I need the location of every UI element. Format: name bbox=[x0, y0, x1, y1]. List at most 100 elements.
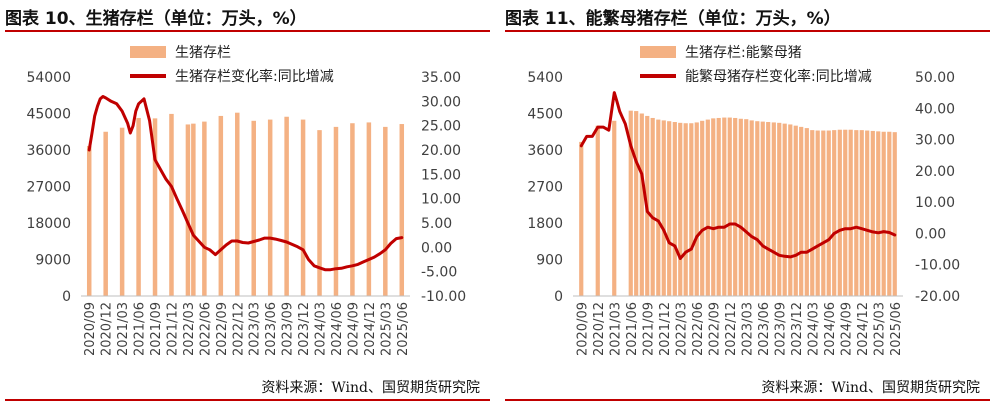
bar bbox=[366, 122, 372, 296]
x-axis-tick-label: 2022/09 bbox=[707, 302, 722, 356]
bar bbox=[317, 130, 322, 296]
legend-label-bar: 生猪存栏 bbox=[175, 45, 231, 61]
chart-title: 图表 11、能繁母猪存栏（单位：万头，%） bbox=[505, 9, 841, 29]
right-axis-tick-label: -20.00 bbox=[915, 289, 960, 305]
bar bbox=[612, 120, 617, 296]
bar bbox=[821, 130, 826, 296]
x-axis-tick-label: 2025/06 bbox=[889, 302, 904, 356]
bar bbox=[300, 119, 306, 296]
bottom-rule bbox=[505, 399, 990, 401]
bar bbox=[656, 119, 661, 296]
bar bbox=[826, 130, 831, 296]
yoy-line bbox=[579, 91, 897, 260]
left-axis-tick-label: 900 bbox=[536, 253, 563, 269]
right-axis-tick-label: 50.00 bbox=[915, 70, 955, 86]
right-axis-tick-label: 15.00 bbox=[421, 167, 461, 183]
bar bbox=[865, 130, 870, 296]
left-axis-tick-label: 1800 bbox=[527, 216, 563, 232]
bar bbox=[689, 123, 694, 296]
bar bbox=[661, 120, 666, 297]
x-axis-tick-label: 2023/03 bbox=[740, 302, 755, 356]
bar bbox=[103, 131, 108, 296]
bar bbox=[832, 130, 837, 296]
x-axis-tick-label: 2023/03 bbox=[248, 302, 263, 356]
bar bbox=[854, 130, 859, 296]
bar bbox=[870, 130, 875, 296]
left-axis-tick-label: 27000 bbox=[26, 180, 71, 196]
source-note: 资料来源：Wind、国贸期货研究院 bbox=[261, 380, 480, 396]
x-axis-tick-label: 2021/12 bbox=[165, 302, 180, 356]
bar bbox=[191, 123, 196, 296]
left-axis-tick-label: 45000 bbox=[26, 107, 71, 123]
x-axis-tick-label: 2024/03 bbox=[314, 302, 329, 356]
left-axis-tick-label: 9000 bbox=[35, 253, 71, 269]
bar bbox=[881, 131, 886, 296]
bar bbox=[788, 124, 793, 296]
legend-label-line: 能繁母猪存栏变化率:同比增减 bbox=[685, 68, 872, 85]
bar bbox=[804, 128, 809, 296]
bar bbox=[152, 118, 158, 296]
x-axis-tick-label: 2022/03 bbox=[674, 302, 689, 356]
right-axis-tick-label: 20.00 bbox=[915, 164, 955, 180]
bar bbox=[284, 116, 289, 296]
bar bbox=[722, 117, 727, 296]
bar bbox=[251, 120, 256, 296]
bar bbox=[766, 122, 771, 297]
x-axis-tick-label: 2022/12 bbox=[231, 302, 246, 356]
bar bbox=[595, 125, 600, 297]
bar bbox=[711, 118, 716, 296]
bar bbox=[876, 131, 881, 296]
left-axis-tick-label: 4500 bbox=[527, 107, 563, 123]
x-axis-tick-label: 2020/09 bbox=[83, 302, 98, 356]
x-axis-tick-label: 2023/06 bbox=[264, 302, 279, 356]
left-axis-tick-label: 18000 bbox=[26, 216, 71, 232]
legend-label-line: 生猪存栏变化率:同比增减 bbox=[175, 68, 334, 85]
bar bbox=[218, 115, 224, 296]
x-axis-tick-label: 2024/06 bbox=[330, 302, 345, 356]
chart-title: 图表 10、生猪存栏（单位：万头，%） bbox=[5, 9, 307, 29]
right-axis-tick-label: 35.00 bbox=[421, 70, 461, 86]
x-axis-tick-label: 2022/06 bbox=[691, 302, 706, 356]
left-axis-tick-label: 36000 bbox=[26, 143, 71, 159]
x-axis-tick-label: 2020/12 bbox=[592, 302, 607, 356]
bar bbox=[267, 119, 273, 296]
bar bbox=[744, 119, 749, 296]
bar bbox=[771, 122, 776, 296]
left-axis-tick-label: 54000 bbox=[26, 70, 71, 86]
right-axis-tick-label: -10.00 bbox=[915, 258, 960, 274]
x-axis-tick-label: 2023/06 bbox=[757, 302, 772, 356]
right-axis-tick-label: -5.00 bbox=[421, 265, 457, 281]
bar bbox=[815, 130, 820, 296]
right-axis-tick-label: 30.00 bbox=[421, 94, 461, 110]
bar bbox=[634, 111, 639, 296]
right-axis-tick-label: 25.00 bbox=[421, 119, 461, 135]
title-rule bbox=[5, 30, 490, 32]
bar bbox=[887, 131, 892, 296]
legend-swatch-bar bbox=[640, 46, 676, 58]
bar bbox=[837, 129, 842, 296]
x-axis-tick-label: 2021/03 bbox=[116, 302, 131, 356]
x-axis-tick-label: 2022/06 bbox=[198, 302, 213, 356]
bar bbox=[628, 110, 633, 297]
bar bbox=[683, 123, 688, 296]
bar bbox=[700, 120, 705, 296]
x-axis-tick-label: 2022/12 bbox=[724, 302, 739, 356]
bar bbox=[667, 121, 672, 296]
left-axis-tick-label: 0 bbox=[62, 289, 71, 305]
bar bbox=[333, 126, 339, 296]
x-axis-tick-label: 2021/03 bbox=[608, 302, 623, 356]
bar bbox=[202, 121, 207, 296]
bottom-rule bbox=[5, 399, 490, 401]
left-axis-tick-label: 3600 bbox=[527, 143, 563, 159]
right-axis-tick-label: 30.00 bbox=[915, 133, 955, 149]
right-axis-tick-label: -10.00 bbox=[421, 289, 466, 305]
left-axis-tick-label: 5400 bbox=[527, 70, 563, 86]
chart-panel-sow: 图表 11、能繁母猪存栏（单位：万头，%） 0 900 1800 2700 3600 45… bbox=[505, 0, 990, 403]
bar bbox=[733, 117, 738, 296]
bar bbox=[235, 112, 240, 296]
x-axis-tick-label: 2024/06 bbox=[823, 302, 838, 356]
bar bbox=[755, 121, 760, 296]
legend-label-bar: 生猪存栏:能繁母猪 bbox=[685, 45, 802, 61]
bar bbox=[639, 113, 644, 296]
right-axis-tick-label: 10.00 bbox=[421, 192, 461, 208]
